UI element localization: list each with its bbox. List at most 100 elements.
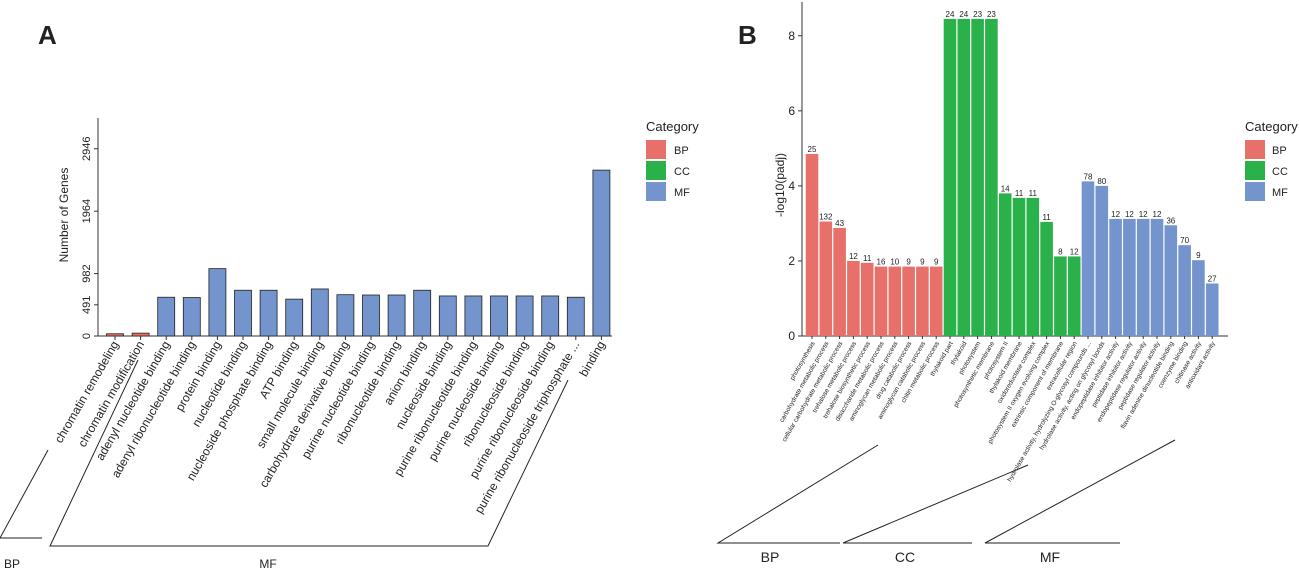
bar	[1178, 245, 1191, 336]
bar	[819, 221, 833, 336]
bar	[1164, 225, 1178, 336]
mf-group-bracket-a	[49, 359, 569, 547]
legend-label-cc: CC	[1272, 166, 1288, 178]
group-label-bp-a: BP	[4, 557, 20, 569]
panel-b-bars	[805, 18, 1219, 337]
data-label: 12	[1111, 210, 1120, 219]
data-label: 25	[808, 145, 817, 154]
bar	[157, 296, 176, 337]
data-label: 24	[946, 10, 955, 19]
data-label: 12	[1070, 247, 1079, 256]
data-label: 9	[920, 258, 925, 267]
bar	[566, 296, 585, 337]
data-label: 9	[1196, 251, 1201, 260]
data-label: 36	[1166, 216, 1175, 225]
y-tick-label: 4	[788, 179, 795, 193]
bar	[515, 295, 534, 337]
data-label: 12	[1139, 210, 1148, 219]
bar	[490, 295, 508, 337]
group-label-mf-a: MF	[259, 557, 276, 569]
bar	[285, 298, 304, 337]
bar	[1136, 218, 1150, 336]
bar	[1012, 197, 1026, 336]
legend-label-mf: MF	[1272, 187, 1288, 199]
bar	[1081, 181, 1095, 336]
bar	[131, 332, 150, 337]
legend-title: Category	[1245, 119, 1298, 134]
panel-b-legend: Category BP CC MF	[1245, 119, 1298, 201]
bar	[1026, 197, 1040, 336]
panel-a-legend: Category BP CC MF	[646, 119, 699, 201]
bar	[1040, 221, 1053, 336]
legend-swatch-cc	[646, 161, 666, 180]
data-label: 10	[890, 258, 899, 267]
panel-a-ylabel: Number of Genes	[57, 168, 71, 263]
bp-group-bracket-b	[716, 444, 879, 544]
bar	[208, 268, 227, 337]
panel-label-b: B	[738, 20, 757, 50]
bar	[1123, 218, 1136, 336]
bar	[902, 266, 915, 336]
bar	[874, 266, 888, 336]
bp-group-bracket-a	[0, 449, 49, 539]
bar	[362, 294, 380, 337]
y-tick-label: 2	[788, 254, 795, 268]
legend-label-cc: CC	[674, 166, 690, 178]
bar	[916, 266, 929, 336]
data-label: 12	[1153, 210, 1162, 219]
bar	[106, 333, 124, 337]
y-tick-label: 491	[81, 296, 93, 314]
group-label-bp-b: BP	[761, 549, 780, 565]
data-label: 23	[987, 10, 996, 19]
x-tick-label: cellular carbohydrate metabolic process	[781, 340, 845, 443]
bar	[413, 289, 432, 337]
bar	[464, 295, 483, 337]
bar	[1205, 283, 1219, 336]
bar	[1109, 218, 1122, 336]
data-label: 12	[849, 252, 858, 261]
data-label: 16	[877, 258, 886, 267]
bar	[438, 295, 457, 337]
bar	[998, 193, 1012, 336]
bar	[888, 266, 902, 336]
bar	[943, 18, 957, 337]
bar	[985, 18, 998, 337]
y-tick-label: 2946	[81, 137, 93, 161]
legend-swatch-bp	[646, 140, 666, 159]
data-label: 11	[1042, 213, 1051, 222]
bar	[860, 262, 874, 336]
legend-swatch-bp	[1245, 140, 1265, 159]
bar	[1150, 218, 1164, 336]
data-label: 24	[959, 10, 968, 19]
data-label: 43	[835, 219, 844, 228]
legend-swatch-mf	[1245, 182, 1265, 201]
bar	[957, 18, 971, 337]
data-label: 80	[1097, 177, 1106, 186]
data-label: 12	[1125, 210, 1134, 219]
data-label: 23	[973, 10, 982, 19]
bar	[387, 294, 406, 337]
panel-a-bars	[106, 169, 611, 337]
panel-b-ylabel: -log10(padj)	[773, 153, 787, 217]
data-label: 14	[1001, 184, 1010, 193]
legend-label-bp: BP	[1272, 145, 1287, 157]
data-label: 132	[819, 213, 833, 222]
legend-label-bp: BP	[674, 145, 689, 157]
y-tick-label: 6	[788, 104, 795, 118]
data-label: 9	[934, 258, 939, 267]
mf-group-bracket-b	[984, 439, 1176, 544]
legend-swatch-cc	[1245, 161, 1265, 180]
panel-a-y-ticks: 0 491 982 1964 2946	[81, 137, 98, 339]
legend-swatch-mf	[646, 182, 666, 201]
y-tick-label: 982	[81, 264, 93, 282]
panel-a: A Number of Genes 0 491 982 1964 2946 chroma…	[0, 20, 699, 569]
group-label-cc-b: CC	[895, 549, 915, 565]
bar	[182, 297, 201, 337]
y-tick-label: 1964	[81, 199, 93, 223]
data-label: 11	[1015, 189, 1024, 198]
bar	[805, 153, 819, 336]
